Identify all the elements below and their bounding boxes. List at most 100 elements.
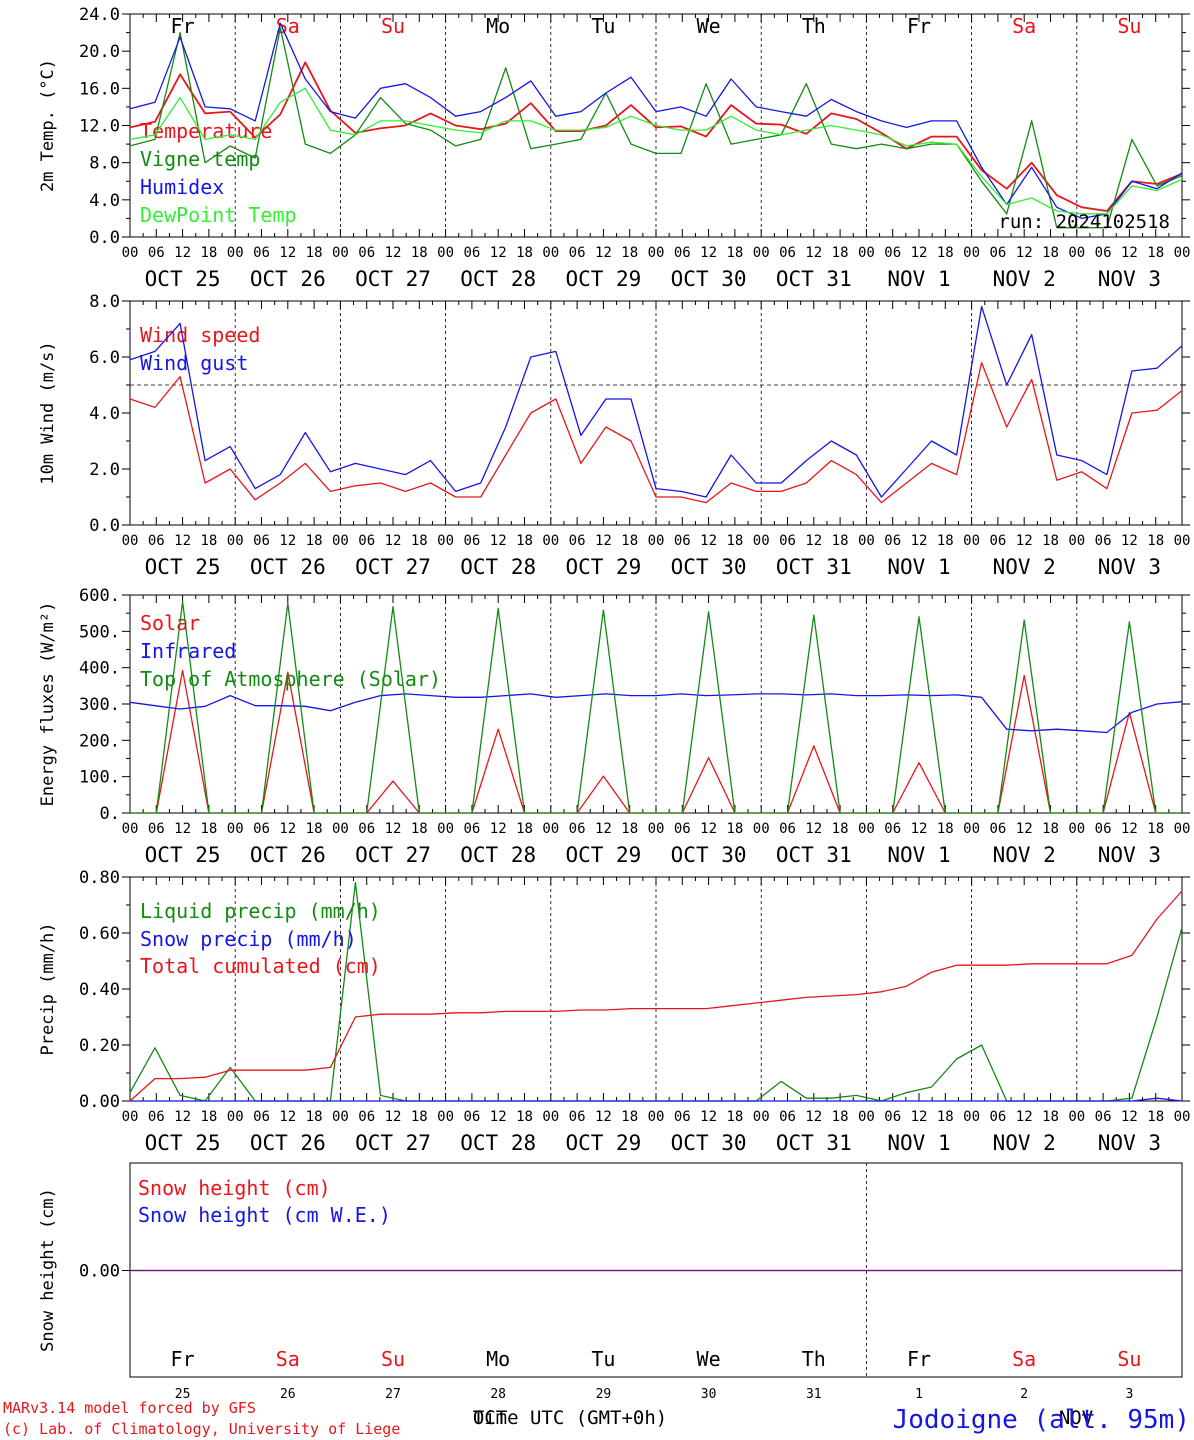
x-date-label: NOV 3 xyxy=(1098,1131,1161,1155)
x-hour-label: 12 xyxy=(911,533,928,549)
x-hour-label: 06 xyxy=(253,245,270,261)
y-tick-label: 500. xyxy=(79,622,120,642)
x-hour-label: 18 xyxy=(411,533,428,549)
run-label: run: 2024102518 xyxy=(998,211,1170,233)
x-hour-label: 18 xyxy=(1147,533,1164,549)
x-hour-label: 18 xyxy=(1042,245,1059,261)
y-axis-label: 10m Wind (m/s) xyxy=(38,341,58,484)
x-hour-label: 12 xyxy=(1121,1109,1138,1125)
x-date-label: OCT 31 xyxy=(776,843,852,867)
x-hour-label: 12 xyxy=(385,821,402,837)
day-of-week-label: Th xyxy=(802,14,826,38)
x-hour-label: 00 xyxy=(753,821,770,837)
x-hour-label: 00 xyxy=(437,821,454,837)
x-hour-label: 00 xyxy=(437,533,454,549)
x-hour-label: 12 xyxy=(1016,533,1033,549)
series-line-wind-speed xyxy=(129,361,1183,504)
x-hour-label: 12 xyxy=(385,1109,402,1125)
x-hour-label: 06 xyxy=(779,533,796,549)
y-tick-label: 600. xyxy=(79,586,120,606)
x-hour-label: 06 xyxy=(148,821,165,837)
x-hour-label: 00 xyxy=(332,245,349,261)
x-hour-label: 00 xyxy=(963,533,980,549)
x-hour-label: 06 xyxy=(884,821,901,837)
station-label: Jodoigne (alt. 95m) xyxy=(893,1405,1190,1435)
day-number-label: 2 xyxy=(1020,1387,1028,1402)
legend-entry: Snow precip (mm/h) xyxy=(140,927,357,951)
x-date-label: NOV 1 xyxy=(887,1131,950,1155)
x-hour-label: 18 xyxy=(516,533,533,549)
x-hour-label: 12 xyxy=(805,533,822,549)
day-of-week-label: Fr xyxy=(907,1347,931,1371)
day-number-label: 3 xyxy=(1125,1387,1133,1402)
x-hour-label: 06 xyxy=(569,533,586,549)
x-date-label: OCT 30 xyxy=(671,843,747,867)
day-of-week-label: Tu xyxy=(591,1347,615,1371)
x-date-label: NOV 1 xyxy=(887,843,950,867)
day-number-label: 26 xyxy=(280,1387,296,1402)
y-tick-label: 2.0 xyxy=(89,460,120,480)
y-tick-label: 0.0 xyxy=(89,516,120,536)
x-hour-label: 12 xyxy=(385,533,402,549)
x-hour-label: 18 xyxy=(1042,1109,1059,1125)
x-hour-label: 18 xyxy=(200,821,217,837)
x-hour-label: 18 xyxy=(832,533,849,549)
x-date-label: OCT 31 xyxy=(776,267,852,291)
x-hour-label: 18 xyxy=(937,1109,954,1125)
legend-entry: Snow height (cm W.E.) xyxy=(138,1203,391,1227)
x-date-label: OCT 27 xyxy=(355,1131,431,1155)
x-hour-label: 12 xyxy=(911,821,928,837)
x-date-label: NOV 2 xyxy=(993,843,1056,867)
x-hour-label: 12 xyxy=(174,821,191,837)
x-hour-label: 06 xyxy=(779,1109,796,1125)
x-date-label: OCT 25 xyxy=(145,267,221,291)
x-hour-label: 00 xyxy=(227,245,244,261)
y-tick-label: 0.00 xyxy=(79,1092,120,1112)
y-tick-label: 6.0 xyxy=(89,348,120,368)
x-hour-label: 18 xyxy=(200,245,217,261)
x-hour-label: 00 xyxy=(1068,245,1085,261)
x-hour-label: 18 xyxy=(937,533,954,549)
x-hour-label: 00 xyxy=(1174,245,1191,261)
panel-precip: 0.00 0.20 0.40 0.60 0.80 Precip (mm/h) 00 06 12 1… xyxy=(38,868,1190,1155)
x-hour-label: 12 xyxy=(1121,245,1138,261)
x-hour-label: 18 xyxy=(621,533,638,549)
x-date-label: OCT 29 xyxy=(565,267,641,291)
x-date-label: NOV 2 xyxy=(993,267,1056,291)
x-hour-label: 12 xyxy=(700,1109,717,1125)
day-number-label: 25 xyxy=(175,1387,191,1402)
x-date-label: NOV 2 xyxy=(993,1131,1056,1155)
x-hour-label: 06 xyxy=(569,821,586,837)
x-hour-label: 00 xyxy=(122,1109,139,1125)
x-date-label: NOV 3 xyxy=(1098,555,1161,579)
series-line-top-of-atmosphere-solar- xyxy=(130,601,1182,814)
legend-entry: Top of Atmosphere (Solar) xyxy=(140,667,441,691)
y-tick-label: 0. xyxy=(100,804,120,824)
day-of-week-label: Su xyxy=(381,14,405,38)
y-tick-label: 0.00 xyxy=(79,1262,120,1282)
day-of-week-label: We xyxy=(697,14,721,38)
x-date-label: OCT 31 xyxy=(776,1131,852,1155)
x-hour-label: 00 xyxy=(753,533,770,549)
x-date-label: OCT 30 xyxy=(671,555,747,579)
legend-entry: Liquid precip (mm/h) xyxy=(140,899,381,923)
x-hour-label: 12 xyxy=(490,821,507,837)
legend-entry: Solar xyxy=(140,611,200,635)
x-hour-label: 06 xyxy=(148,533,165,549)
day-of-week-label: Sa xyxy=(276,1347,300,1371)
day-number-label: 27 xyxy=(385,1387,401,1402)
x-hour-label: 00 xyxy=(542,533,559,549)
x-hour-label: 18 xyxy=(200,533,217,549)
x-date-label: NOV 2 xyxy=(993,555,1056,579)
footer-copyright-line: (c) Lab. of Climatology, University of L… xyxy=(3,1420,400,1438)
x-hour-label: 00 xyxy=(122,821,139,837)
x-hour-label: 12 xyxy=(174,1109,191,1125)
day-number-label: 29 xyxy=(596,1387,612,1402)
x-hour-label: 00 xyxy=(1174,1109,1191,1125)
x-hour-label: 12 xyxy=(279,821,296,837)
x-hour-label: 00 xyxy=(963,821,980,837)
day-of-week-label: Mo xyxy=(486,1347,510,1371)
x-hour-label: 06 xyxy=(884,533,901,549)
x-hour-label: 00 xyxy=(963,245,980,261)
x-hour-label: 18 xyxy=(832,1109,849,1125)
